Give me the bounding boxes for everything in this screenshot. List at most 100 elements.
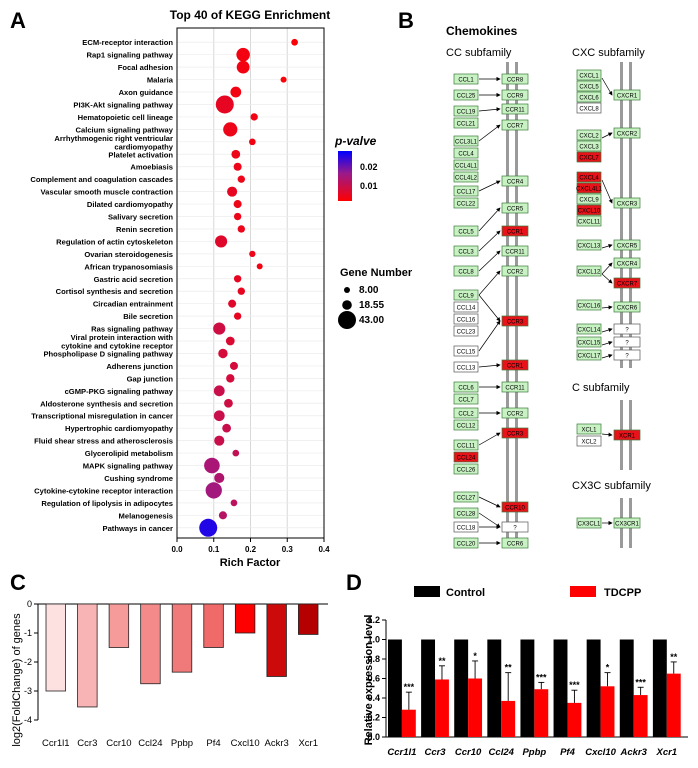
cxc-ligand: CXCL1: [579, 74, 599, 80]
cc-ligand: CCL1: [458, 78, 474, 84]
cc-ligand-box: [453, 117, 479, 129]
cxc-receptor: CXCR5: [617, 244, 638, 250]
c-ligand-box: [576, 423, 602, 435]
pathway-label-line: Arrhythmogenic right ventricular: [54, 134, 173, 143]
fold-change-bar: [108, 603, 130, 648]
expression-x-label: Ccr10: [455, 747, 482, 758]
cc-receptor: CCR5: [507, 207, 524, 213]
pathway-label: Viral protein interaction with cytokine a…: [61, 333, 173, 351]
cc-ligand: CCL3L1: [455, 140, 478, 146]
pathway-label: Aldosterone synthesis and secretion: [40, 399, 173, 408]
kegg-pathway-labels: ECM-receptor interaction Rap1 signaling p…: [30, 38, 173, 533]
pathway-label: Axon guidance: [119, 88, 173, 97]
kegg-point: [230, 499, 238, 507]
kegg-point: [215, 235, 228, 248]
pathway-label: Vascular smooth muscle contraction: [40, 188, 173, 197]
cxc-ligand-box: [576, 151, 602, 163]
p-value-tick: 0.01: [360, 181, 378, 191]
pathway-label: Focal adhesion: [118, 63, 174, 72]
kegg-point: [205, 482, 222, 499]
x-tick-label: 0.0: [171, 545, 183, 554]
pathway-nodes: CCL1 CCL25 CCL19 CCL21 CCL3L1 CCL4 CCL4L1 CCL4L…: [453, 69, 641, 549]
x-tick-label: 0.3: [282, 545, 294, 554]
pathway-label-line: Viral protein interaction with: [71, 333, 174, 342]
cc-receptor-box: [501, 89, 529, 101]
kegg-point: [218, 511, 227, 520]
fold-change-x-label: Xcr1: [298, 738, 318, 749]
gene-number-value: 18.55: [359, 300, 384, 311]
cxc-ligand: CXCL5: [579, 85, 599, 91]
cc-ligand: CCL20: [457, 542, 476, 548]
cc-ligand: CCL11: [457, 444, 476, 450]
pathway-arrows: [478, 76, 613, 546]
legend-swatch-control: [414, 586, 440, 597]
kegg-point: [199, 518, 218, 537]
cc-ligand-box: [453, 147, 479, 159]
tdcpp-bar: [666, 673, 681, 737]
pathway-label-line: cardiomyopathy: [114, 142, 173, 151]
cxc-ligand: CXCL4: [579, 176, 599, 182]
gene-number-legend: 8.00 18.55 43.00: [338, 285, 384, 329]
cc-ligand: CCL9: [458, 294, 474, 300]
cxc-ligand-box: [576, 102, 602, 114]
cc-ligand-box: [453, 301, 479, 313]
cxc-ligand-box: [576, 323, 602, 335]
pathway-label: Amoebiasis: [130, 163, 173, 172]
cc-ligand: CCL28: [457, 512, 476, 518]
significance-marker: **: [670, 652, 678, 662]
cc-ligand: CCL2: [458, 412, 474, 418]
cc-ligand: CCL4: [458, 152, 474, 158]
cxc-receptor: ?: [625, 341, 629, 347]
kegg-points: [199, 38, 298, 537]
pathway-label: Hematopoietic cell lineage: [78, 113, 173, 122]
cx3c-receptor: CX3CR1: [615, 522, 639, 528]
x-tick-label: 0.4: [318, 545, 330, 554]
tdcpp-bar: [534, 689, 549, 737]
kegg-point: [228, 299, 237, 308]
pathway-label-line: cytokine and cytokine receptor: [61, 342, 173, 351]
cc-ligand: CCL15: [457, 350, 476, 356]
kegg-point: [248, 138, 256, 146]
pathway-label: Hypertrophic cardiomyopathy: [65, 424, 174, 433]
y-tick-label: 1.0: [367, 635, 380, 645]
cc-ligand-box: [453, 225, 479, 237]
cxc-ligand-box: [576, 91, 602, 103]
cxc-ligand: CXCL7: [579, 156, 599, 162]
fold-change-x-label: Ccr3: [77, 738, 97, 749]
kegg-x-axis-label: Rich Factor: [220, 557, 281, 569]
arrow: [601, 243, 613, 249]
kegg-point: [230, 86, 242, 98]
arrow: [601, 327, 613, 333]
arrow: [478, 180, 501, 192]
kegg-point: [233, 162, 242, 171]
cc-ligand: CCL25: [457, 94, 476, 100]
arrow: [478, 124, 501, 142]
kegg-point: [233, 200, 242, 209]
pathway-label: PI3K-Akt signaling pathway: [73, 100, 173, 109]
cc-receptor: CCR1: [507, 364, 524, 370]
gene-number-dot: [338, 311, 356, 329]
cc-receptor: CCR11: [505, 108, 525, 114]
kegg-point: [280, 76, 287, 83]
cc-subfamily-title: CC subfamily: [446, 47, 512, 59]
pathway-label: Complement and coagulation cascades: [30, 175, 173, 184]
cc-ligand-box: [453, 491, 479, 503]
expression-x-label: Ccr1l1: [387, 747, 416, 758]
cc-ligand-box: [453, 507, 479, 519]
fold-change-bar: [77, 603, 98, 708]
pathway-label: Circadian entrainment: [93, 300, 174, 309]
pathway-label: Calcium signaling pathway: [76, 125, 174, 134]
kegg-point: [232, 449, 240, 457]
cc-receptor: CCR4: [507, 180, 524, 186]
fold-change-x-label: Ccr1l1: [42, 738, 69, 749]
cc-receptor-box: [501, 175, 529, 187]
tdcpp-bar: [468, 678, 483, 737]
cc-ligand-box: [453, 135, 479, 147]
fold-change-bar: [45, 603, 66, 692]
arrow: [478, 363, 501, 368]
cxc-ligand: CXCL4L1: [576, 187, 603, 193]
kegg-x-ticks: 0.0 0.1 0.2 0.3 0.4: [171, 538, 330, 554]
kegg-point: [224, 398, 233, 408]
control-bar: [520, 639, 535, 737]
cxc-receptor-box: [613, 349, 641, 361]
